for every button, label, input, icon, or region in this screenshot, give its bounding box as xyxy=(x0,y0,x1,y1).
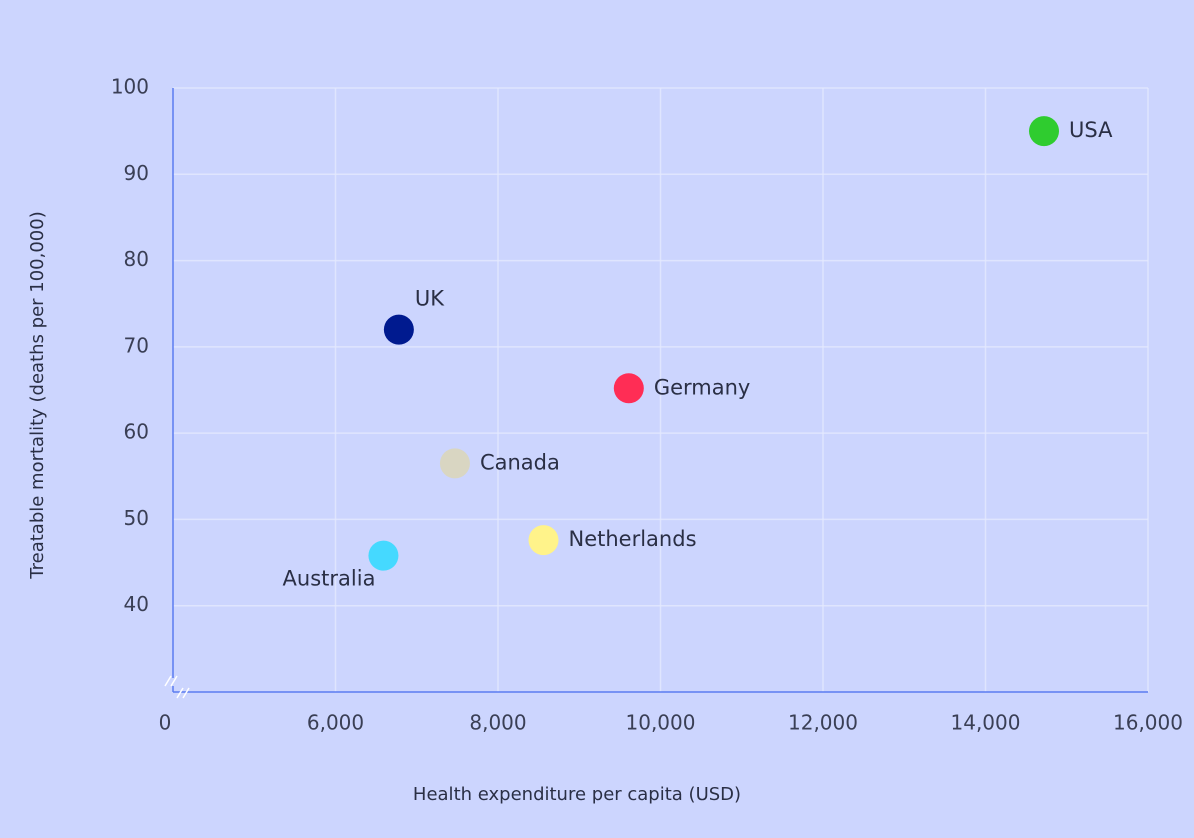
y-tick-label: 40 xyxy=(124,592,149,616)
point-label: Germany xyxy=(654,375,751,399)
y-tick-label: 60 xyxy=(124,420,149,444)
x-tick-label: 16,000 xyxy=(1113,711,1183,735)
y-tick-label: 90 xyxy=(124,161,149,185)
axis-break xyxy=(176,687,190,699)
y-tick-label: 100 xyxy=(111,75,149,99)
y-tick-label: 50 xyxy=(124,506,149,530)
x-tick-label: 0 xyxy=(159,711,172,735)
y-tick-label: 80 xyxy=(124,247,149,271)
y-tick-label: 70 xyxy=(124,333,149,357)
point xyxy=(383,314,414,345)
point xyxy=(439,448,470,479)
x-tick-label: 14,000 xyxy=(951,711,1021,735)
x-axis-title: Health expenditure per capita (USD) xyxy=(413,784,741,805)
x-tick-label: 8,000 xyxy=(469,711,526,735)
x-tick-label: 10,000 xyxy=(626,711,696,735)
point xyxy=(528,525,559,556)
point-label: UK xyxy=(415,287,445,311)
axis-break xyxy=(164,675,178,687)
x-tick-label: 6,000 xyxy=(307,711,364,735)
point-label: Canada xyxy=(480,450,560,474)
point xyxy=(1029,116,1059,147)
x-tick-label: 12,000 xyxy=(788,711,858,735)
point-label: Australia xyxy=(283,567,376,591)
point xyxy=(613,373,644,404)
point xyxy=(368,540,399,571)
point-label: Netherlands xyxy=(569,527,697,551)
point-label: USA xyxy=(1069,118,1113,142)
y-axis-title: Treatable mortality (deaths per 100,000) xyxy=(27,211,48,579)
